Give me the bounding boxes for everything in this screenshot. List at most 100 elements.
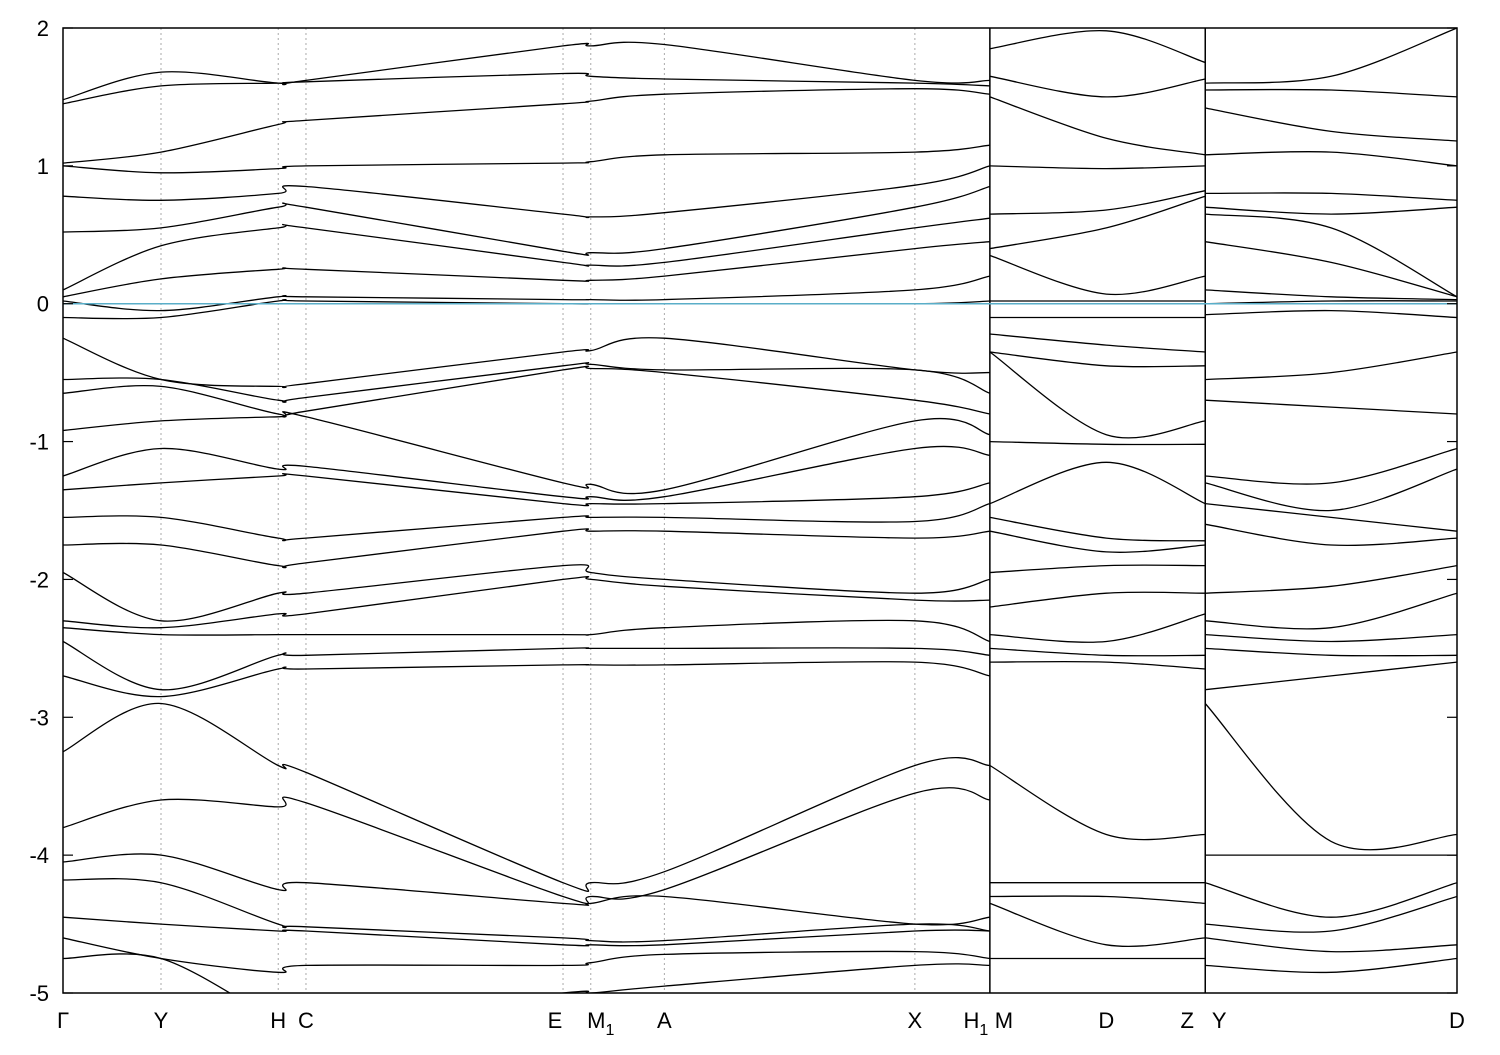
x-tick-label: X xyxy=(908,1008,923,1033)
y-tick-label: -5 xyxy=(29,981,49,1006)
band-line xyxy=(1204,703,1457,851)
band-line xyxy=(63,275,991,312)
band-line xyxy=(63,88,990,164)
band-line xyxy=(1205,502,1457,532)
band-line xyxy=(1205,206,1457,215)
band-line xyxy=(989,613,1206,643)
x-tick-label-main: A xyxy=(657,1008,672,1033)
band-line xyxy=(1205,213,1457,298)
x-tick-label: H xyxy=(270,1008,286,1033)
band-line xyxy=(989,440,1206,446)
band-lines xyxy=(63,28,1457,993)
band-line xyxy=(63,445,990,501)
x-tick-label-main: H xyxy=(963,1008,979,1033)
x-tick-label: C xyxy=(298,1008,314,1033)
x-tick-label: M xyxy=(995,1008,1013,1033)
x-tick-label: Y xyxy=(1212,1008,1227,1033)
x-tick-label-sub: 1 xyxy=(605,1022,614,1039)
band-line xyxy=(1205,309,1457,319)
band-line xyxy=(63,365,991,418)
band-line xyxy=(1205,523,1457,547)
x-tick-label: E xyxy=(548,1008,563,1033)
x-tick-label: H1 xyxy=(963,1008,988,1039)
x-tick-label: D xyxy=(1449,1008,1465,1033)
x-tick-label-main: M xyxy=(587,1008,605,1033)
x-tick-label-main: D xyxy=(1098,1008,1114,1033)
x-tick-label-main: C xyxy=(298,1008,314,1033)
x-tick-label: D xyxy=(1098,1008,1114,1033)
band-line xyxy=(1205,28,1457,84)
y-tick-label: 2 xyxy=(37,16,49,41)
band-line xyxy=(1205,241,1457,298)
band-line xyxy=(989,895,1206,905)
band-line xyxy=(63,241,990,298)
band-line xyxy=(63,473,991,507)
band-line xyxy=(989,190,1206,215)
band-line xyxy=(1205,633,1457,643)
band-line xyxy=(989,764,1206,841)
x-tick-label-main: X xyxy=(908,1008,923,1033)
band-line xyxy=(63,411,991,495)
band-line xyxy=(1205,882,1457,918)
band-line xyxy=(1205,192,1457,201)
band-line xyxy=(989,660,1206,670)
band-line xyxy=(1205,150,1457,167)
x-tick-label-main: E xyxy=(548,1008,563,1033)
y-tick-label: -2 xyxy=(29,567,49,592)
x-tick-label: Γ xyxy=(57,1008,69,1033)
band-line xyxy=(1205,88,1457,98)
y-tick-label: -4 xyxy=(29,843,49,868)
x-tick-label-main: M xyxy=(995,1008,1013,1033)
band-line xyxy=(1205,447,1457,485)
x-tick-label-main: Y xyxy=(154,1008,169,1033)
band-line xyxy=(63,853,990,926)
band-line xyxy=(989,530,1206,553)
x-tick-label: A xyxy=(657,1008,672,1033)
band-line xyxy=(1205,661,1457,691)
band-line xyxy=(63,144,990,174)
band-line xyxy=(989,461,1206,505)
x-tick-label-sub: 1 xyxy=(979,1022,988,1039)
band-line xyxy=(1205,351,1457,381)
band-line xyxy=(63,217,990,291)
band-line xyxy=(63,575,990,629)
kpoint-lines xyxy=(160,28,1206,993)
band-line xyxy=(63,41,990,101)
band-line xyxy=(63,702,990,892)
band-line xyxy=(989,647,1206,657)
x-tick-label-main: Y xyxy=(1212,1008,1227,1033)
band-line xyxy=(1205,592,1457,630)
x-axis-labels: Γ Y H C E M1 A X H1 M D Z Y D xyxy=(57,1008,1465,1039)
band-line xyxy=(63,878,990,943)
x-tick-label: Z xyxy=(1181,1008,1194,1033)
band-line xyxy=(989,351,1206,439)
band-line xyxy=(63,528,990,569)
band-line xyxy=(63,185,991,256)
band-line xyxy=(989,351,1206,368)
band-line xyxy=(63,640,990,691)
band-line xyxy=(63,660,991,698)
x-tick-label: M1 xyxy=(587,1008,614,1039)
band-line xyxy=(1205,107,1457,142)
band-line xyxy=(63,619,991,643)
band-line xyxy=(989,902,1206,948)
band-line xyxy=(989,333,1206,353)
band-line xyxy=(1205,937,1457,953)
y-tick-label: 0 xyxy=(37,292,49,317)
band-line xyxy=(989,96,1206,156)
x-tick-label-main: D xyxy=(1449,1008,1465,1033)
band-line xyxy=(63,953,990,993)
band-line xyxy=(63,298,990,320)
band-line xyxy=(63,937,990,974)
x-tick-label-main: Γ xyxy=(57,1008,69,1033)
y-tick-label: -1 xyxy=(29,430,49,455)
band-line xyxy=(63,916,990,947)
band-line xyxy=(63,362,991,403)
band-line xyxy=(1205,399,1457,415)
band-line xyxy=(989,165,1206,170)
band-line xyxy=(1205,289,1457,301)
band-line xyxy=(989,564,1206,574)
y-tick-label: -3 xyxy=(29,705,49,730)
